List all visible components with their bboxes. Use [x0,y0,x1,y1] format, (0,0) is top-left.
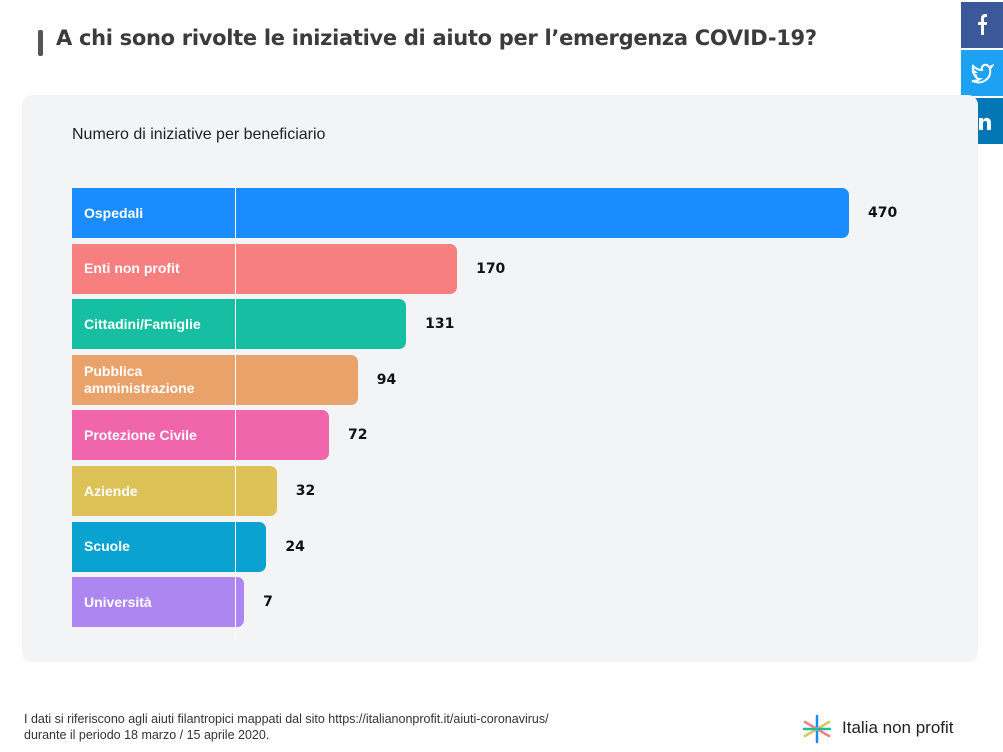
bar [72,521,267,572]
twitter-button[interactable] [961,50,1003,96]
bar [72,243,458,294]
value-label: 94 [376,371,397,388]
category-label: Ospedali [84,204,144,221]
category-label: Enti non profit [84,260,180,277]
value-label: 131 [425,316,455,333]
heading-accent [38,30,43,56]
facebook-button[interactable] [961,2,1003,48]
footnote: I dati si riferiscono agli aiuti filantr… [24,712,549,726]
category-label: Cittadini/Famiglie [84,315,201,332]
footnote: durante il periodo 18 marzo / 15 aprile … [24,728,270,742]
bar [72,410,330,461]
value-label: 24 [285,538,305,555]
value-label: 170 [476,260,506,277]
twitter-icon [971,63,994,84]
facebook-icon [978,14,987,35]
value-label: 470 [868,205,898,221]
category-label: Pubblica amministrazione [84,362,195,396]
category-label: Scuole [84,538,130,555]
zero-line [234,185,236,640]
chart-title: Numero di iniziative per beneficiario [72,126,326,143]
category-label: Aziende [84,482,138,499]
bar [72,354,358,405]
bar [72,577,245,628]
brand-name: Italia non profit [842,718,954,737]
heading: A chi sono rivolte le iniziative di aiut… [56,26,817,50]
value-label: 32 [295,483,316,499]
brand-logo [802,714,832,744]
value-label: 7 [263,594,273,611]
bar [72,299,407,350]
bar [72,466,277,516]
category-label: Protezione Civile [84,426,197,443]
category-label: Università [84,593,152,610]
bar [72,188,849,238]
value-label: 72 [348,427,368,444]
